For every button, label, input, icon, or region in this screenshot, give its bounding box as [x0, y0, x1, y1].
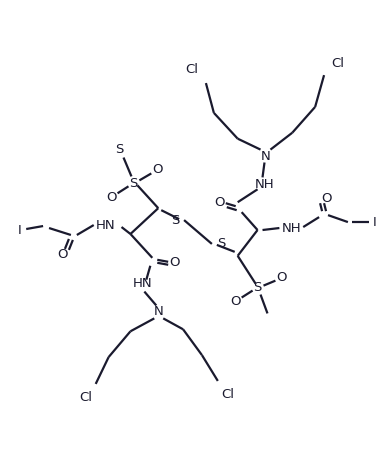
Text: S: S [129, 177, 138, 190]
Text: O: O [106, 191, 117, 204]
Text: Cl: Cl [79, 392, 92, 404]
Text: O: O [215, 196, 225, 209]
Text: O: O [230, 295, 241, 308]
Text: HN: HN [133, 277, 152, 290]
Text: NH: NH [255, 178, 274, 191]
Text: O: O [321, 192, 331, 205]
Text: HN: HN [96, 219, 116, 232]
Text: O: O [58, 248, 68, 261]
Text: I: I [373, 216, 377, 229]
Text: I: I [18, 224, 21, 237]
Text: O: O [169, 256, 179, 269]
Text: O: O [276, 271, 287, 284]
Text: Cl: Cl [331, 57, 345, 70]
Text: O: O [152, 163, 163, 176]
Text: S: S [116, 143, 124, 156]
Text: Cl: Cl [186, 63, 198, 76]
Text: N: N [153, 305, 163, 318]
Text: S: S [171, 213, 179, 226]
Text: S: S [253, 281, 262, 294]
Text: S: S [217, 238, 225, 251]
Text: NH: NH [282, 221, 301, 234]
Text: Cl: Cl [221, 388, 234, 401]
Text: N: N [261, 150, 270, 163]
